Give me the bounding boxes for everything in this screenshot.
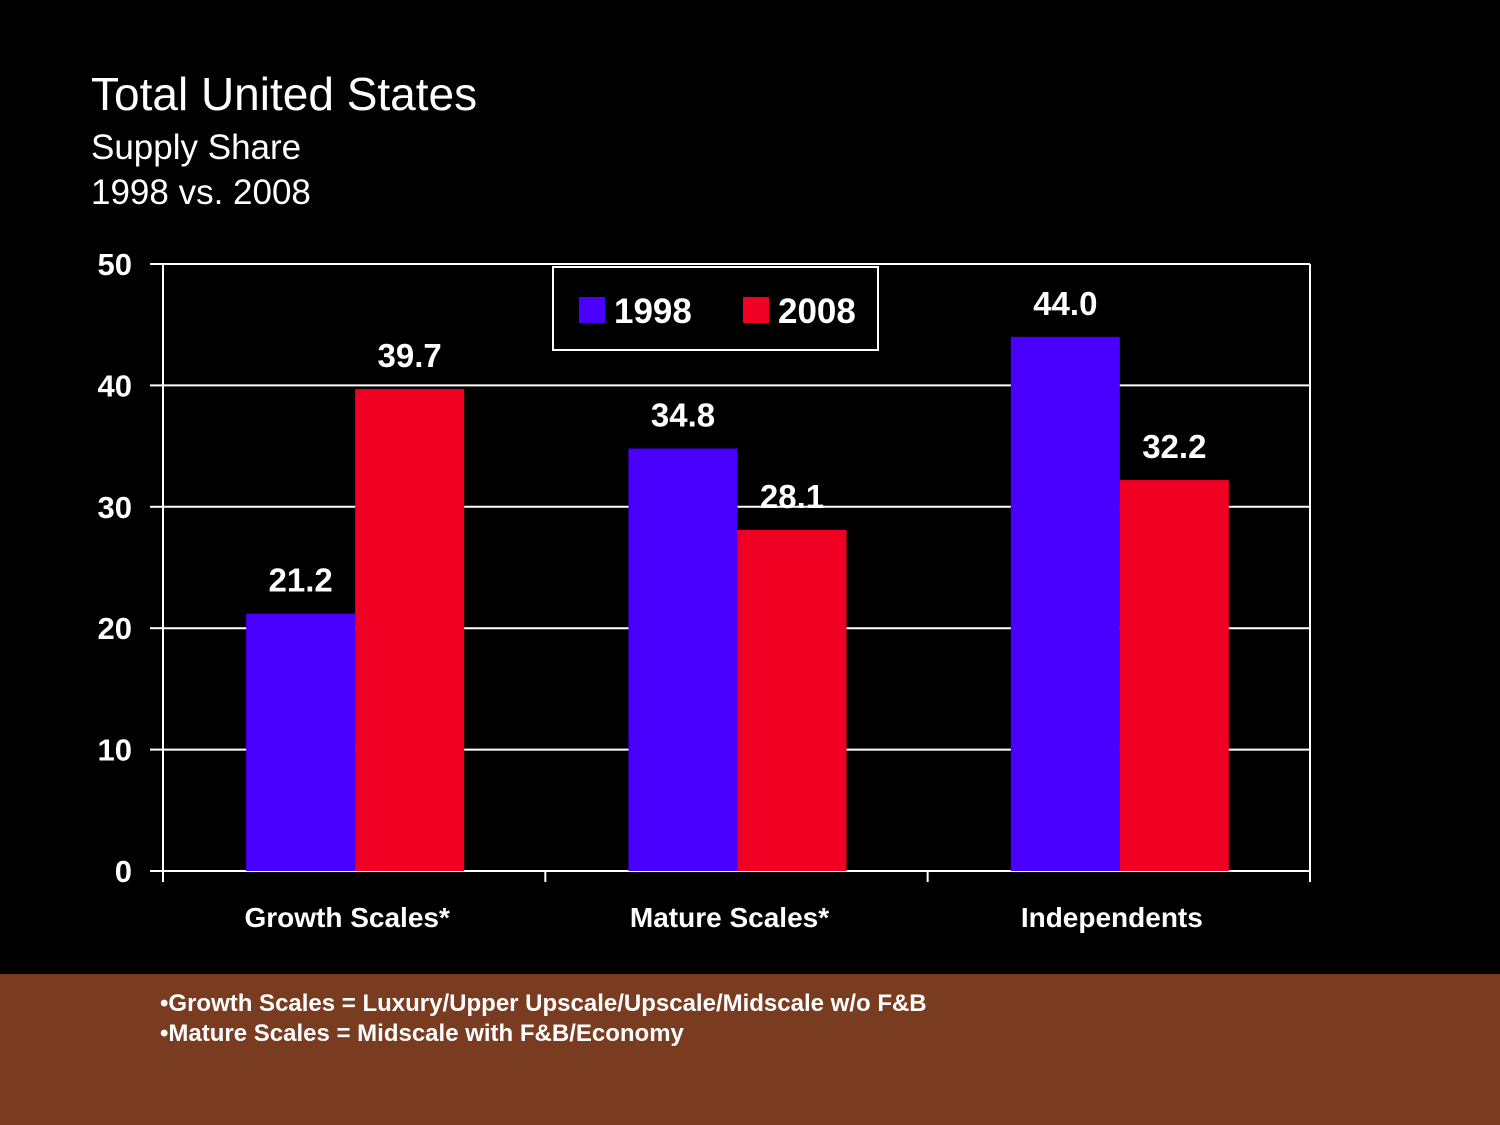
data-label: 32.2 — [1142, 428, 1206, 465]
y-tick-label: 10 — [98, 733, 132, 768]
data-label: 28.1 — [760, 478, 824, 515]
bar-1998-2 — [1010, 336, 1120, 872]
chart-title: Total United States — [91, 68, 478, 120]
data-label: 21.2 — [269, 562, 333, 599]
chart-subtitle: Supply Share — [91, 128, 302, 167]
y-tick-label: 30 — [98, 490, 132, 525]
data-label: 44.0 — [1033, 285, 1097, 322]
legend-box — [552, 266, 879, 351]
data-label: 39.7 — [378, 337, 442, 374]
x-category-label: Mature Scales* — [630, 902, 829, 933]
bar-1998-0 — [246, 613, 356, 871]
bar-1998-1 — [628, 448, 738, 871]
footnote-growth-scales: •Growth Scales = Luxury/Upper Upscale/Up… — [160, 990, 927, 1017]
x-category-label: Independents — [1021, 902, 1203, 933]
bar-2008-1 — [737, 529, 847, 871]
bar-chart: 0 10 20 30 40 50 21.2 39.7 Growth Scales* 34.8 28.… — [98, 247, 1311, 933]
bar-2008-2 — [1119, 480, 1229, 871]
footnote-mature-scales: •Mature Scales = Midscale with F&B/Econo… — [160, 1020, 684, 1047]
bar-2008-0 — [355, 389, 465, 871]
legend-label-2008: 2008 — [778, 292, 856, 331]
legend-swatch-1998 — [579, 297, 605, 323]
legend-swatch-2008 — [743, 297, 769, 323]
data-label: 34.8 — [651, 397, 715, 434]
y-tick-label: 20 — [98, 611, 132, 646]
x-category-label: Growth Scales* — [244, 902, 450, 933]
chart-period: 1998 vs. 2008 — [91, 173, 311, 212]
legend-label-1998: 1998 — [614, 292, 692, 331]
y-tick-label: 50 — [98, 247, 132, 282]
y-tick-label: 40 — [98, 368, 132, 403]
footnote-panel — [0, 974, 1500, 1125]
y-tick-label: 0 — [115, 854, 132, 889]
